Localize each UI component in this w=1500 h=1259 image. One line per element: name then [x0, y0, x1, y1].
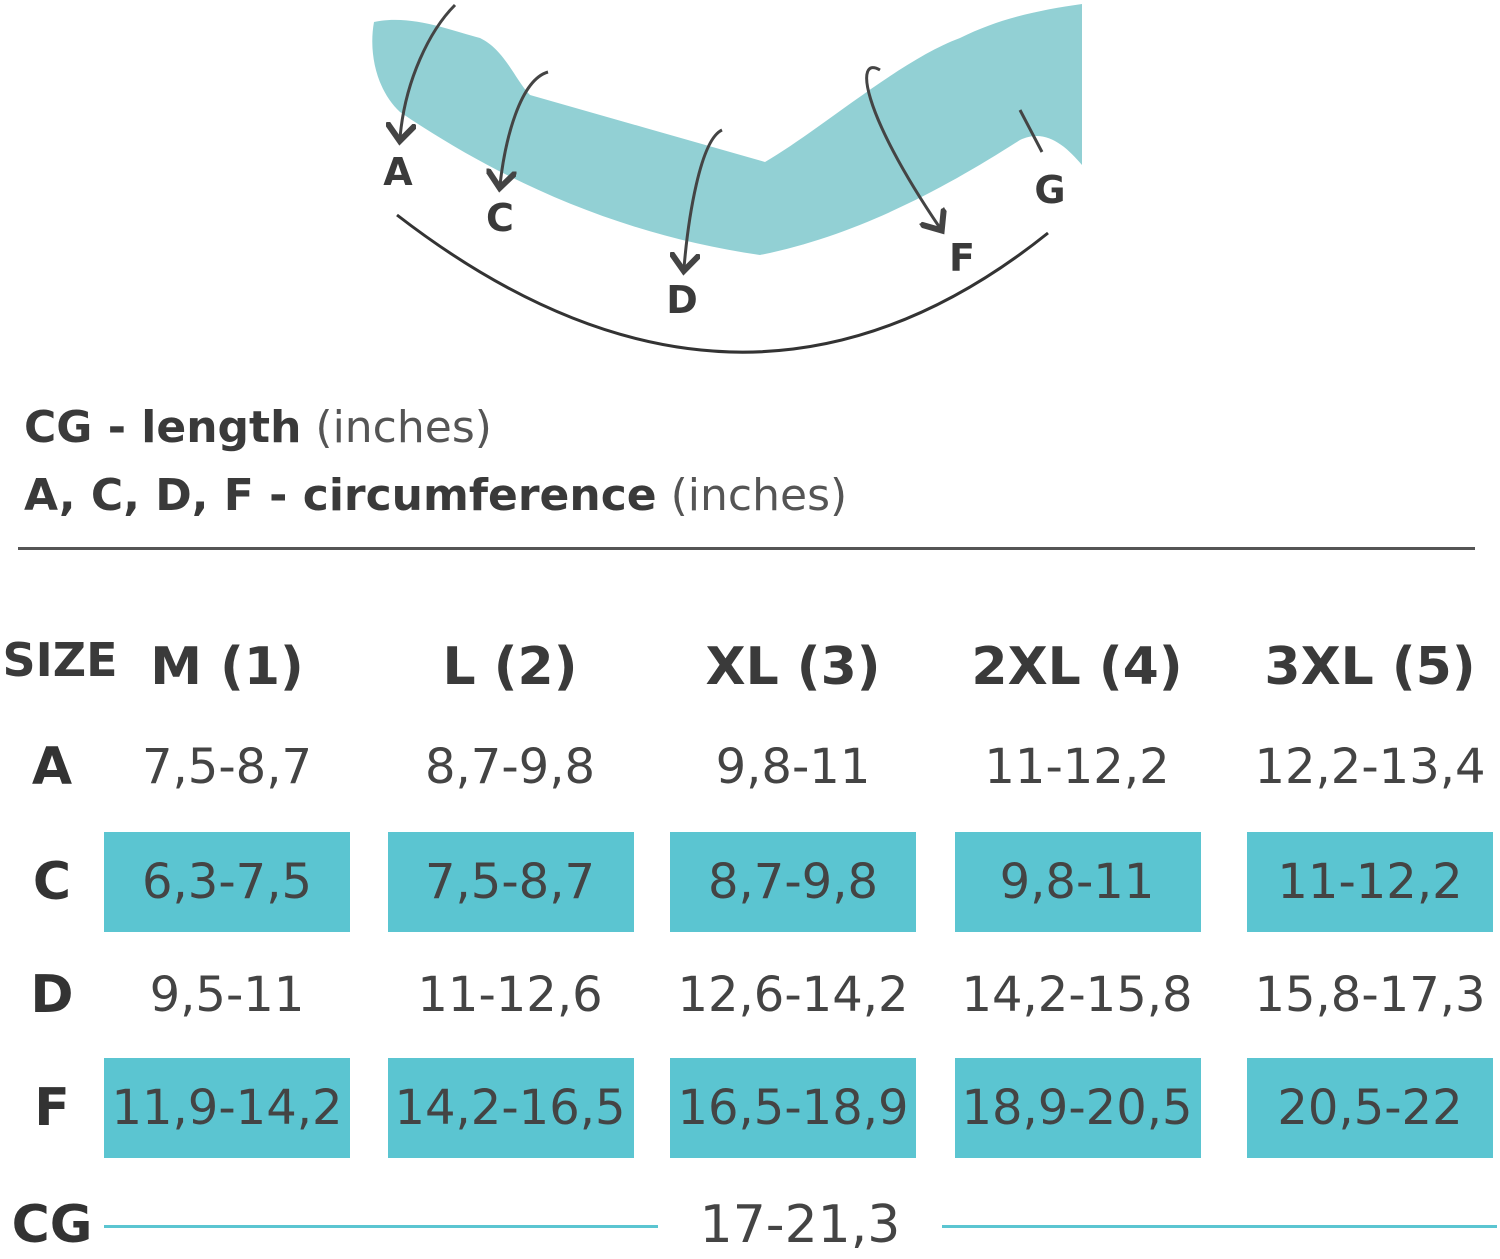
legend-term: CG - length — [24, 402, 302, 453]
diagram-label: A — [383, 150, 413, 194]
cell-highlight — [104, 1058, 350, 1158]
divider — [18, 547, 1475, 550]
size-value: 9,8-11 — [715, 739, 871, 795]
diagram-label: D — [666, 278, 698, 322]
cg-value: 17-21,3 — [699, 1195, 901, 1255]
arm-diagram — [372, 3, 1082, 354]
measure-arc — [396, 213, 1049, 354]
legend-term: A, C, D, F - circumference — [24, 470, 657, 521]
arrow — [500, 70, 549, 185]
size-value: 11-12,6 — [417, 967, 603, 1023]
pointer-line — [1018, 109, 1044, 153]
size-value: 9,8-11 — [999, 854, 1155, 910]
size-value: 18,9-20,5 — [961, 1080, 1193, 1136]
column-header: XL (3) — [705, 637, 881, 697]
cell-highlight — [1247, 1058, 1493, 1158]
arrow — [865, 66, 940, 228]
size-value: 14,2-15,8 — [961, 967, 1193, 1023]
size-value: 16,5-18,9 — [677, 1080, 909, 1136]
diagram-label: C — [486, 196, 514, 240]
size-value: 12,6-14,2 — [677, 967, 909, 1023]
legend-unit: (inches) — [670, 470, 848, 521]
cell-highlight — [1247, 832, 1493, 932]
size-value: 14,2-16,5 — [394, 1080, 626, 1136]
legend-line: CG - length (inches) — [24, 402, 492, 453]
size-value: 8,7-9,8 — [708, 854, 878, 910]
arrow — [400, 3, 457, 138]
column-header: 3XL (5) — [1264, 637, 1476, 697]
size-value: 15,8-17,3 — [1254, 967, 1486, 1023]
row-label: A — [31, 737, 73, 797]
cg-line — [942, 1225, 1497, 1228]
size-value: 6,3-7,5 — [142, 854, 312, 910]
row-label: CG — [11, 1195, 93, 1255]
arm — [372, 4, 1082, 255]
row-label: C — [32, 852, 72, 912]
size-value: 20,5-22 — [1277, 1080, 1463, 1136]
diagram-label: F — [949, 236, 975, 280]
size-value: 9,5-11 — [149, 967, 305, 1023]
cg-line — [104, 1225, 658, 1228]
column-header: L (2) — [442, 637, 578, 697]
cell-highlight — [670, 832, 916, 932]
legend-line: A, C, D, F - circumference (inches) — [24, 470, 847, 521]
size-value: 11,9-14,2 — [111, 1080, 343, 1136]
column-header: M (1) — [150, 637, 304, 697]
legend-unit: (inches) — [315, 402, 492, 453]
column-header: 2XL (4) — [971, 637, 1183, 697]
size-header: SIZE — [2, 633, 118, 687]
cell-highlight — [388, 832, 634, 932]
size-value: 12,2-13,4 — [1254, 739, 1486, 795]
cell-highlight — [388, 1058, 634, 1158]
cell-highlight — [955, 832, 1201, 932]
cell-highlight — [104, 832, 350, 932]
row-label: F — [34, 1078, 70, 1138]
diagram-label: G — [1034, 168, 1066, 212]
size-value: 11-12,2 — [984, 739, 1170, 795]
cell-highlight — [955, 1058, 1201, 1158]
size-value: 7,5-8,7 — [142, 739, 312, 795]
arrow — [684, 128, 723, 268]
size-value: 7,5-8,7 — [425, 854, 595, 910]
size-value: 8,7-9,8 — [425, 739, 595, 795]
size-value: 11-12,2 — [1277, 854, 1463, 910]
row-label: D — [30, 965, 74, 1025]
cell-highlight — [670, 1058, 916, 1158]
